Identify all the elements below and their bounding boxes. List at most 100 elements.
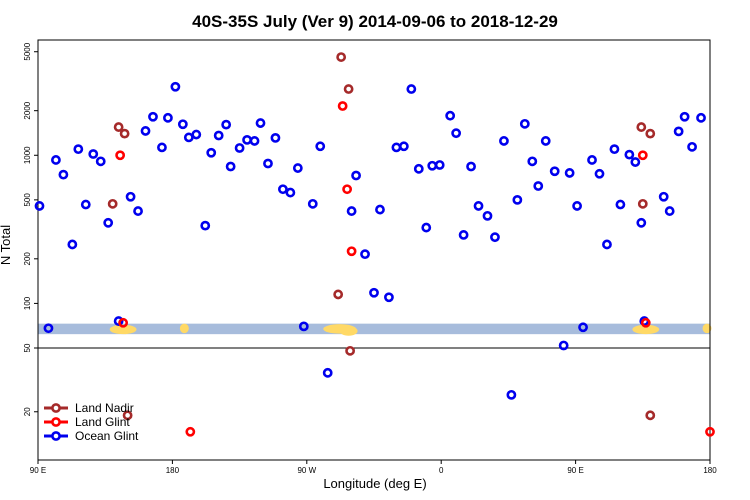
land-nadir-point bbox=[645, 128, 656, 139]
land-nadir-point bbox=[113, 122, 124, 132]
ocean-glint-point bbox=[307, 198, 318, 209]
ocean-glint-point bbox=[157, 142, 167, 153]
land-nadir-point bbox=[122, 410, 133, 421]
land-nadir-point bbox=[333, 289, 344, 300]
ocean-glint-point bbox=[687, 141, 697, 152]
ocean-glint-point bbox=[51, 155, 61, 165]
y-tick-label: 5000 bbox=[23, 42, 32, 60]
land-nadir-point bbox=[345, 345, 356, 356]
ocean-glint-point bbox=[466, 161, 476, 172]
ocean-glint-point bbox=[506, 389, 517, 400]
ocean-glint-point bbox=[540, 136, 551, 146]
ocean-glint-point bbox=[206, 147, 217, 158]
ocean-glint-point bbox=[624, 149, 635, 160]
ocean-glint-point bbox=[499, 136, 509, 146]
data-points bbox=[34, 52, 715, 437]
ocean-glint-point bbox=[558, 340, 569, 351]
ocean-glint-point bbox=[679, 111, 690, 122]
land-nadir-point bbox=[636, 122, 647, 132]
ocean-glint-point bbox=[170, 81, 181, 92]
x-tick-label: 0 bbox=[439, 466, 444, 475]
ocean-glint-point bbox=[133, 206, 143, 216]
ocean-glint-point bbox=[384, 292, 394, 303]
map-land-shape bbox=[339, 326, 358, 336]
land-nadir-point bbox=[343, 84, 354, 94]
x-tick-label: 180 bbox=[166, 466, 180, 475]
y-axis: 100 200 500 1000 2000 5000 20 50 bbox=[23, 42, 38, 416]
ocean-glint-point bbox=[549, 166, 560, 177]
ocean-glint-point bbox=[636, 217, 647, 228]
ocean-glint-point bbox=[88, 149, 99, 159]
y-tick-label: 500 bbox=[23, 193, 32, 207]
ocean-glint-point bbox=[578, 322, 588, 333]
map-land-shape bbox=[179, 323, 189, 334]
ocean-glint-point bbox=[95, 156, 106, 167]
ocean-glint-point bbox=[512, 194, 523, 205]
ocean-glint-point bbox=[351, 170, 361, 181]
ocean-glint-point bbox=[630, 157, 641, 167]
ocean-glint-point bbox=[533, 181, 544, 191]
land-glint-point bbox=[705, 426, 715, 437]
x-tick-label: 90 W bbox=[297, 466, 316, 475]
ocean-glint-point bbox=[263, 158, 273, 169]
ocean-glint-point bbox=[406, 84, 417, 94]
land-glint-point bbox=[185, 426, 196, 437]
ocean-glint-point bbox=[615, 199, 626, 210]
ocean-glint-point bbox=[255, 118, 266, 128]
land-nadir-point bbox=[119, 128, 130, 139]
ocean-glint-point bbox=[80, 199, 91, 210]
map-land-shape bbox=[109, 324, 137, 335]
ocean-glint-point bbox=[140, 126, 151, 136]
legend-marker bbox=[51, 417, 61, 427]
ocean-glint-point bbox=[458, 230, 469, 240]
ocean-glint-point bbox=[658, 191, 669, 202]
land-glint-point bbox=[115, 150, 126, 161]
ocean-glint-point bbox=[427, 160, 438, 171]
ocean-glint-point bbox=[200, 220, 211, 231]
ocean-glint-point bbox=[482, 210, 493, 221]
plot-frame bbox=[37, 39, 711, 461]
ocean-glint-point bbox=[587, 155, 597, 165]
chart-title: 40S-35S July (Ver 9) 2014-09-06 to 2018-… bbox=[192, 12, 558, 31]
ocean-glint-point bbox=[369, 287, 379, 298]
ocean-glint-point bbox=[360, 249, 370, 260]
ocean-glint-point bbox=[594, 168, 605, 179]
ocean-glint-point bbox=[451, 128, 462, 139]
land-glint-point bbox=[337, 101, 348, 111]
y-tick-label: 1000 bbox=[23, 146, 32, 164]
y-tick-label: 20 bbox=[23, 407, 32, 416]
ocean-glint-point bbox=[609, 144, 620, 155]
ocean-glint-point bbox=[213, 130, 224, 141]
land-nadir-point bbox=[336, 52, 347, 62]
ocean-glint-point bbox=[434, 160, 445, 170]
map-land-shape bbox=[702, 323, 712, 334]
land-nadir-point bbox=[637, 198, 648, 209]
ocean-glint-point bbox=[413, 163, 424, 174]
land-glint-point bbox=[118, 317, 129, 328]
ocean-glint-point bbox=[177, 119, 188, 130]
ocean-glint-point bbox=[490, 232, 500, 243]
ocean-glint-point bbox=[298, 321, 309, 332]
ocean-glint-point bbox=[125, 191, 136, 202]
land-glint-point bbox=[346, 246, 357, 257]
legend-label: Ocean Glint bbox=[75, 429, 139, 443]
x-axis: 90 E 180 90 W 0 90 E 180 bbox=[30, 460, 717, 475]
ocean-glint-point bbox=[148, 111, 158, 122]
ocean-glint-point bbox=[183, 132, 194, 143]
y-axis-label: N Total bbox=[0, 225, 13, 265]
map-strip-ocean bbox=[38, 323, 710, 335]
x-tick-label: 90 E bbox=[567, 466, 583, 475]
ocean-glint-point bbox=[696, 112, 706, 123]
ocean-glint-point bbox=[519, 118, 530, 129]
ocean-glint-point bbox=[445, 110, 456, 121]
ocean-glint-point bbox=[664, 206, 675, 216]
ocean-glint-point bbox=[564, 168, 575, 178]
y-tick-label: 50 bbox=[23, 343, 32, 352]
legend-marker bbox=[51, 431, 61, 441]
x-tick-label: 180 bbox=[703, 466, 717, 475]
ocean-glint-point bbox=[242, 134, 252, 145]
ocean-glint-point bbox=[527, 156, 538, 167]
legend-label: Land Glint bbox=[75, 415, 130, 429]
